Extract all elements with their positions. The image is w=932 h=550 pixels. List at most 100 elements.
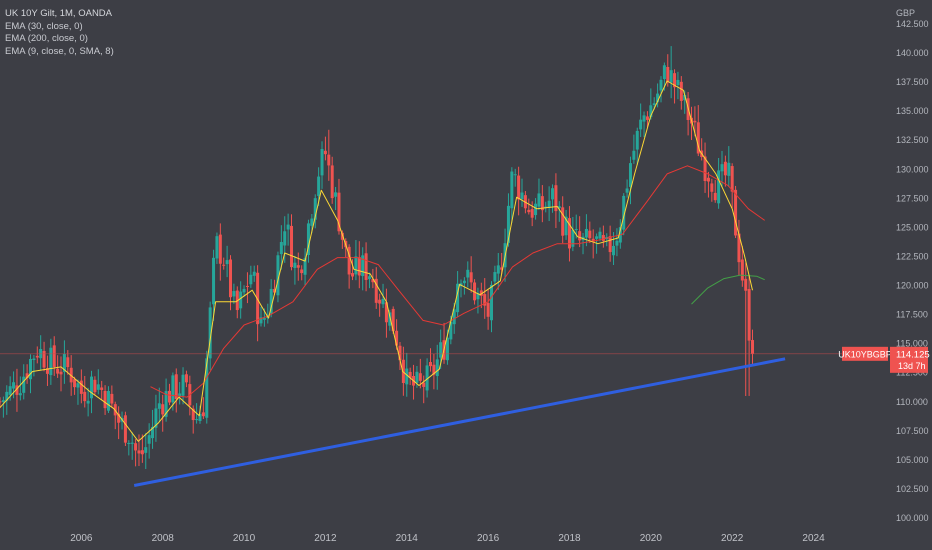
candle-body-128 xyxy=(432,364,436,375)
candle-body-124 xyxy=(418,373,422,381)
indicator-ema30[interactable]: EMA (30, close, 0) xyxy=(5,20,83,32)
price-tag-value: 114.125 xyxy=(896,349,930,360)
candle-body-2 xyxy=(5,391,9,401)
candle-body-8 xyxy=(25,373,29,379)
candle-body-4 xyxy=(12,382,16,389)
candle-body-208 xyxy=(703,156,707,182)
y-tick-0: 100.000 xyxy=(896,513,929,523)
currency-label: GBP xyxy=(896,8,916,18)
candle-body-199 xyxy=(673,73,677,88)
candle-body-17 xyxy=(56,368,60,374)
candle-body-130 xyxy=(439,342,443,358)
candle-body-201 xyxy=(679,81,683,101)
candle-body-101 xyxy=(340,232,344,240)
candle-body-11 xyxy=(35,355,39,358)
indicator-ema9[interactable]: EMA (9, close, 0, SMA, 8) xyxy=(5,45,114,57)
candle-body-83 xyxy=(279,242,283,255)
candle-body-95 xyxy=(320,149,324,176)
candle-body-132 xyxy=(445,337,449,361)
candle-body-147 xyxy=(496,265,500,274)
candle-body-186 xyxy=(628,163,632,187)
candle-body-168 xyxy=(567,218,571,249)
candle-body-14 xyxy=(45,368,49,374)
candle-body-18 xyxy=(59,371,63,375)
candle-body-45 xyxy=(151,426,155,439)
candle-body-38 xyxy=(127,442,131,445)
candle-body-178 xyxy=(601,235,605,241)
symbol-tag-text: UK10YBGBP xyxy=(838,349,892,359)
candle-body-127 xyxy=(428,362,432,367)
price-tag-countdown: 13d 7h xyxy=(898,361,926,371)
candle-body-134 xyxy=(452,309,456,325)
candle-body-47 xyxy=(157,403,161,409)
candle-body-69 xyxy=(232,291,236,297)
candle-body-205 xyxy=(693,120,697,123)
candle-body-153 xyxy=(517,175,521,200)
candle-body-123 xyxy=(415,371,419,383)
candle-body-145 xyxy=(490,284,494,321)
candle-body-39 xyxy=(130,442,134,444)
y-tick-4: 110.000 xyxy=(896,397,928,407)
candle-body-7 xyxy=(22,376,26,393)
candle-body-144 xyxy=(486,303,490,317)
candle-body-196 xyxy=(662,65,666,80)
candle-body-219 xyxy=(740,259,744,281)
candle-body-188 xyxy=(635,130,639,150)
candle-body-108 xyxy=(364,253,368,280)
x-tick-2006: 2006 xyxy=(70,533,93,544)
candle-body-82 xyxy=(276,255,280,296)
candle-body-221 xyxy=(747,289,751,341)
candle-body-120 xyxy=(405,368,409,385)
candle-body-115 xyxy=(388,312,392,326)
candle-body-106 xyxy=(357,257,361,276)
candle-body-67 xyxy=(225,260,229,265)
candle-body-182 xyxy=(615,240,619,246)
candle-body-58 xyxy=(195,419,199,421)
candle-body-60 xyxy=(201,412,205,417)
candle-body-89 xyxy=(300,269,304,274)
candle-body-212 xyxy=(717,170,721,204)
candle-body-112 xyxy=(378,299,382,304)
candle-body-146 xyxy=(493,272,497,282)
price-axis[interactable]: 100.000102.500105.000107.500110.000112.5… xyxy=(896,19,929,523)
candle-body-163 xyxy=(551,188,555,200)
candle-body-52 xyxy=(174,374,178,400)
candle-body-97 xyxy=(327,154,331,166)
candle-body-44 xyxy=(147,435,151,444)
candle-body-81 xyxy=(273,289,277,293)
candle-body-68 xyxy=(228,259,232,298)
time-axis[interactable]: 2006 2008 2010 2012 2014 2016 2018 2020 2022 2024 xyxy=(70,533,825,544)
candle-body-88 xyxy=(296,265,300,268)
candle-body-215 xyxy=(727,162,731,176)
candle-body-189 xyxy=(639,119,643,130)
candle-body-218 xyxy=(737,233,741,263)
candle-body-117 xyxy=(395,330,399,346)
symbol-title[interactable]: UK 10Y Gilt, 1M, OANDA xyxy=(5,8,112,19)
candle-body-66 xyxy=(222,264,226,266)
candle-body-210 xyxy=(710,183,714,192)
candle-body-24 xyxy=(79,380,83,394)
candle-body-211 xyxy=(713,192,717,201)
candle-body-99 xyxy=(334,192,338,197)
x-tick-2008: 2008 xyxy=(152,533,175,544)
candle-body-157 xyxy=(530,209,534,218)
candle-body-15 xyxy=(49,347,53,376)
candle-body-20 xyxy=(66,357,70,368)
candle-body-159 xyxy=(537,193,541,207)
candle-body-87 xyxy=(293,262,297,268)
candle-body-100 xyxy=(337,192,341,232)
candle-body-175 xyxy=(591,238,595,242)
candle-body-75 xyxy=(252,271,256,276)
candle-body-40 xyxy=(134,443,138,451)
candle-body-194 xyxy=(656,93,660,103)
indicator-ema200[interactable]: EMA (200, close, 0) xyxy=(5,33,88,44)
candle-body-105 xyxy=(354,256,358,275)
candle-body-190 xyxy=(642,115,646,122)
candle-body-28 xyxy=(93,379,97,393)
candle-body-63 xyxy=(212,257,216,305)
candle-body-156 xyxy=(527,209,531,213)
candle-body-53 xyxy=(178,393,182,397)
candle-body-61 xyxy=(205,358,209,418)
